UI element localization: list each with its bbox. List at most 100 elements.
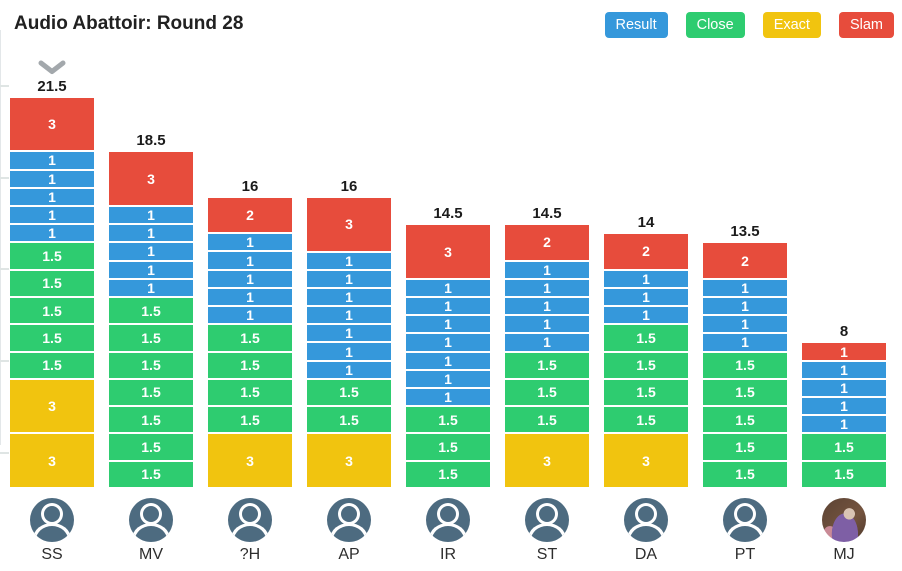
score-segment-close: 1.5 [307, 379, 391, 406]
player-column-ir[interactable]: 14.5 3 1 1 1 1 1 1 1 1.5 1.5 1.5 IR [406, 39, 490, 564]
player-name: SS [41, 546, 63, 563]
player-avatar-person-icon[interactable] [426, 498, 470, 542]
score-segment-slam: 2 [604, 234, 688, 269]
score-segment-close: 1.5 [703, 379, 787, 406]
player-column-pt[interactable]: 13.5 2 1 1 1 1 1.5 1.5 1.5 1.5 1.5 PT [703, 39, 787, 564]
header: Audio Abattoir: Round 28 Result Close Exac… [0, 0, 902, 39]
score-segment-slam: 3 [109, 152, 193, 205]
score-segment-exact: 3 [307, 434, 391, 487]
player-name: ?H [239, 546, 261, 563]
player-avatar-person-icon[interactable] [624, 498, 668, 542]
player-total-score: 13.5 [730, 223, 760, 241]
score-segment-result: 1 [505, 316, 589, 333]
score-segment-result: 1 [703, 297, 787, 315]
legend-button-result[interactable]: Result [604, 12, 668, 38]
score-segment-result: 1 [10, 188, 94, 205]
axis-tick [0, 452, 9, 454]
player-name: ST [536, 546, 558, 563]
legend-button-exact[interactable]: Exact [762, 12, 821, 38]
score-segment-exact: 3 [604, 434, 688, 487]
score-segment-result: 1 [10, 170, 94, 187]
score-segment-close: 1.5 [406, 407, 490, 433]
score-stack: 14.5 2 1 1 1 1 1 1.5 1.5 1.5 3 [505, 39, 589, 489]
player-column-ss[interactable]: 21.5 3 1 1 1 1 1 1.5 1.5 1.5 1.5 1.5 3 3 SS [10, 39, 94, 564]
score-segment-close: 1.5 [10, 243, 94, 269]
score-segment-close: 1.5 [208, 379, 292, 406]
score-segment-result: 1 [208, 234, 292, 251]
score-stack: 21.5 3 1 1 1 1 1 1.5 1.5 1.5 1.5 1.5 3 3 [10, 39, 94, 489]
score-segment-result: 1 [802, 416, 886, 433]
score-segment-result: 1 [406, 316, 490, 333]
player-avatar-photo[interactable] [822, 498, 866, 542]
score-segment-result: 1 [208, 270, 292, 287]
player-avatar-person-icon[interactable] [723, 498, 767, 542]
score-segment-result: 1 [109, 206, 193, 224]
player-avatar-person-icon[interactable] [129, 498, 173, 542]
player-column-mv[interactable]: 18.5 3 1 1 1 1 1 1.5 1.5 1.5 1.5 1.5 1.5 1.5 MV [109, 39, 193, 564]
score-stack: 13.5 2 1 1 1 1 1.5 1.5 1.5 1.5 1.5 [703, 39, 787, 489]
score-segment-slam: 2 [208, 197, 292, 233]
axis-tick [0, 177, 9, 179]
score-segment-close: 1.5 [10, 270, 94, 296]
score-segment-result: 1 [604, 288, 688, 306]
score-segment-exact: 3 [10, 434, 94, 487]
score-segment-result: 1 [307, 343, 391, 360]
player-name: MJ [833, 546, 855, 563]
score-segment-close: 1.5 [703, 407, 787, 433]
player-avatar-person-icon[interactable] [30, 498, 74, 542]
score-segment-slam: 2 [505, 225, 589, 260]
selected-player-chevron-down-icon[interactable] [10, 60, 94, 76]
score-segment-result: 1 [109, 243, 193, 260]
legend-button-slam[interactable]: Slam [838, 12, 894, 38]
score-segment-result: 1 [109, 279, 193, 296]
player-total-score: 14.5 [532, 205, 562, 223]
score-segment-result: 1 [703, 334, 787, 351]
score-segment-close: 1.5 [109, 379, 193, 406]
score-segment-close: 1.5 [703, 352, 787, 378]
players-score-chart: 21.5 3 1 1 1 1 1 1.5 1.5 1.5 1.5 1.5 3 3 SS 18.5 3 1 1 1 1 1 1… [0, 39, 902, 564]
player-column-mj[interactable]: 8 1 1 1 1 1 1.5 1.5 MJ [802, 39, 886, 564]
score-segment-result: 1 [703, 279, 787, 296]
player-total-score: 18.5 [136, 132, 166, 150]
score-segment-result: 1 [10, 225, 94, 242]
score-segment-exact: 3 [208, 434, 292, 487]
chart-left-border [0, 30, 1, 445]
score-stack: 18.5 3 1 1 1 1 1 1.5 1.5 1.5 1.5 1.5 1.5 1.5 [109, 39, 193, 489]
player-total-score: 14.5 [433, 205, 463, 223]
score-segment-result: 1 [604, 307, 688, 324]
player-total-score: 8 [839, 323, 849, 341]
player-name: AP [338, 546, 360, 563]
score-segment-result: 1 [406, 352, 490, 369]
score-segment-close: 1.5 [703, 434, 787, 460]
score-segment-result: 1 [802, 398, 886, 415]
score-segment-slam: 1 [802, 343, 886, 360]
score-segment-close: 1.5 [703, 461, 787, 487]
legend-button-close[interactable]: Close [685, 12, 745, 38]
player-name: PT [734, 546, 756, 563]
player-total-score: 14 [637, 214, 655, 232]
player-column-da[interactable]: 14 2 1 1 1 1.5 1.5 1.5 1.5 3 DA [604, 39, 688, 564]
score-segment-result: 1 [406, 388, 490, 406]
player-avatar-person-icon[interactable] [228, 498, 272, 542]
player-column-ap[interactable]: 16 3 1 1 1 1 1 1 1 1.5 1.5 3 AP [307, 39, 391, 564]
player-column-st[interactable]: 14.5 2 1 1 1 1 1 1.5 1.5 1.5 3 ST [505, 39, 589, 564]
score-segment-close: 1.5 [406, 461, 490, 487]
player-avatar-person-icon[interactable] [327, 498, 371, 542]
score-segment-close: 1.5 [109, 297, 193, 324]
score-segment-slam: 3 [406, 225, 490, 278]
score-segment-close: 1.5 [802, 461, 886, 487]
axis-tick [0, 360, 9, 362]
legend: Result Close Exact Slam [604, 11, 894, 38]
score-segment-slam: 2 [703, 243, 787, 278]
score-segment-slam: 3 [10, 97, 94, 151]
player-avatar-person-icon[interactable] [525, 498, 569, 542]
score-stack: 8 1 1 1 1 1 1.5 1.5 [802, 39, 886, 489]
score-segment-slam: 3 [307, 197, 391, 251]
score-segment-result: 1 [703, 316, 787, 333]
player-column-h[interactable]: 16 2 1 1 1 1 1 1.5 1.5 1.5 1.5 3 ?H [208, 39, 292, 564]
player-total-score: 16 [241, 177, 259, 195]
score-segment-result: 1 [307, 361, 391, 378]
score-segment-close: 1.5 [109, 434, 193, 460]
score-segment-close: 1.5 [505, 352, 589, 378]
score-segment-close: 1.5 [604, 352, 688, 378]
